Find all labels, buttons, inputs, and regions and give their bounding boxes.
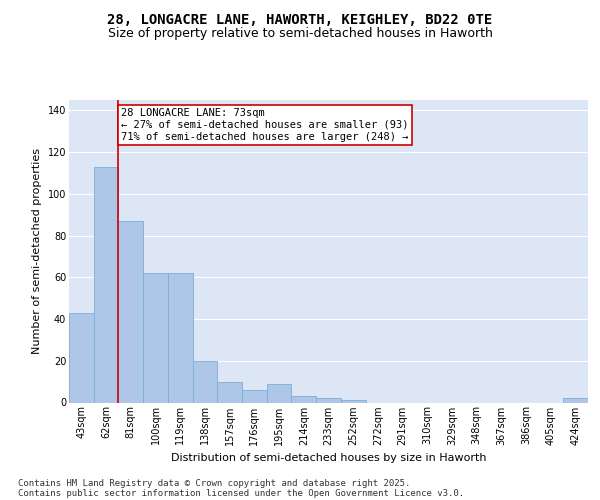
Text: Size of property relative to semi-detached houses in Haworth: Size of property relative to semi-detach… xyxy=(107,28,493,40)
Bar xyxy=(242,390,267,402)
Bar xyxy=(69,313,94,402)
X-axis label: Distribution of semi-detached houses by size in Haworth: Distribution of semi-detached houses by … xyxy=(171,453,486,463)
Bar xyxy=(193,361,217,403)
Bar xyxy=(118,221,143,402)
Bar xyxy=(341,400,365,402)
Bar xyxy=(94,167,118,402)
Text: Contains HM Land Registry data © Crown copyright and database right 2025.: Contains HM Land Registry data © Crown c… xyxy=(18,478,410,488)
Bar xyxy=(143,273,168,402)
Bar xyxy=(168,273,193,402)
Bar xyxy=(267,384,292,402)
Y-axis label: Number of semi-detached properties: Number of semi-detached properties xyxy=(32,148,42,354)
Bar xyxy=(563,398,588,402)
Bar xyxy=(316,398,341,402)
Text: Contains public sector information licensed under the Open Government Licence v3: Contains public sector information licen… xyxy=(18,488,464,498)
Text: 28 LONGACRE LANE: 73sqm
← 27% of semi-detached houses are smaller (93)
71% of se: 28 LONGACRE LANE: 73sqm ← 27% of semi-de… xyxy=(121,108,409,142)
Bar xyxy=(217,382,242,402)
Text: 28, LONGACRE LANE, HAWORTH, KEIGHLEY, BD22 0TE: 28, LONGACRE LANE, HAWORTH, KEIGHLEY, BD… xyxy=(107,12,493,26)
Bar xyxy=(292,396,316,402)
